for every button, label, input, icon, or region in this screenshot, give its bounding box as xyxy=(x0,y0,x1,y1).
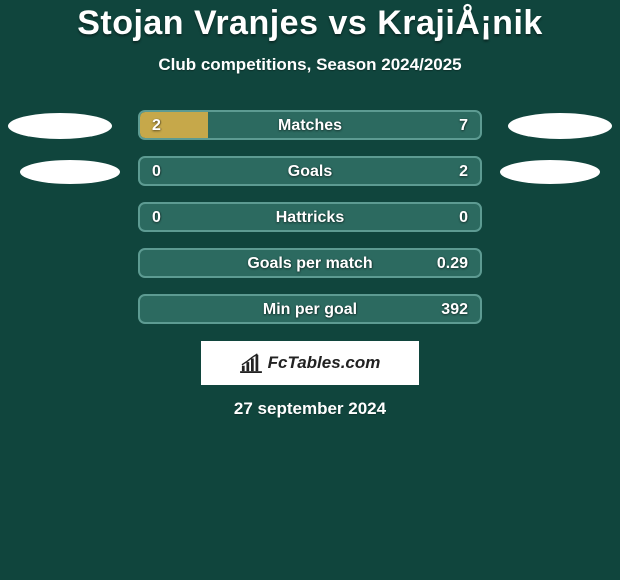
stat-bar: 392Min per goal xyxy=(138,294,482,324)
page-title: Stojan Vranjes vs KrajiÅ¡nik xyxy=(0,4,620,43)
stat-rows: 27Matches 02Goals 00Hattricks 0.29Goals per… xyxy=(0,105,620,335)
stat-label: Hattricks xyxy=(140,204,480,232)
stat-bar: 00Hattricks xyxy=(138,202,482,232)
team-badge-right xyxy=(500,160,600,184)
logo-text: FcTables.com xyxy=(268,353,381,373)
stat-bar: 0.29Goals per match xyxy=(138,248,482,278)
chart-icon xyxy=(240,353,262,373)
stat-label: Goals xyxy=(140,158,480,186)
team-badge-right xyxy=(508,113,612,139)
stat-row: 02Goals xyxy=(0,151,620,197)
stat-row: 0.29Goals per match xyxy=(0,243,620,289)
stat-label: Goals per match xyxy=(140,250,480,278)
stat-bar: 27Matches xyxy=(138,110,482,140)
stat-row: 00Hattricks xyxy=(0,197,620,243)
date-label: 27 september 2024 xyxy=(0,399,620,419)
team-badge-left xyxy=(8,113,112,139)
stat-bar: 02Goals xyxy=(138,156,482,186)
source-logo: FcTables.com xyxy=(201,341,419,385)
team-badge-left xyxy=(20,160,120,184)
stat-row: 27Matches xyxy=(0,105,620,151)
stat-label: Matches xyxy=(140,112,480,140)
comparison-card: Stojan Vranjes vs KrajiÅ¡nik Club compet… xyxy=(0,0,620,419)
stat-row: 392Min per goal xyxy=(0,289,620,335)
stat-label: Min per goal xyxy=(140,296,480,324)
subtitle: Club competitions, Season 2024/2025 xyxy=(0,55,620,75)
